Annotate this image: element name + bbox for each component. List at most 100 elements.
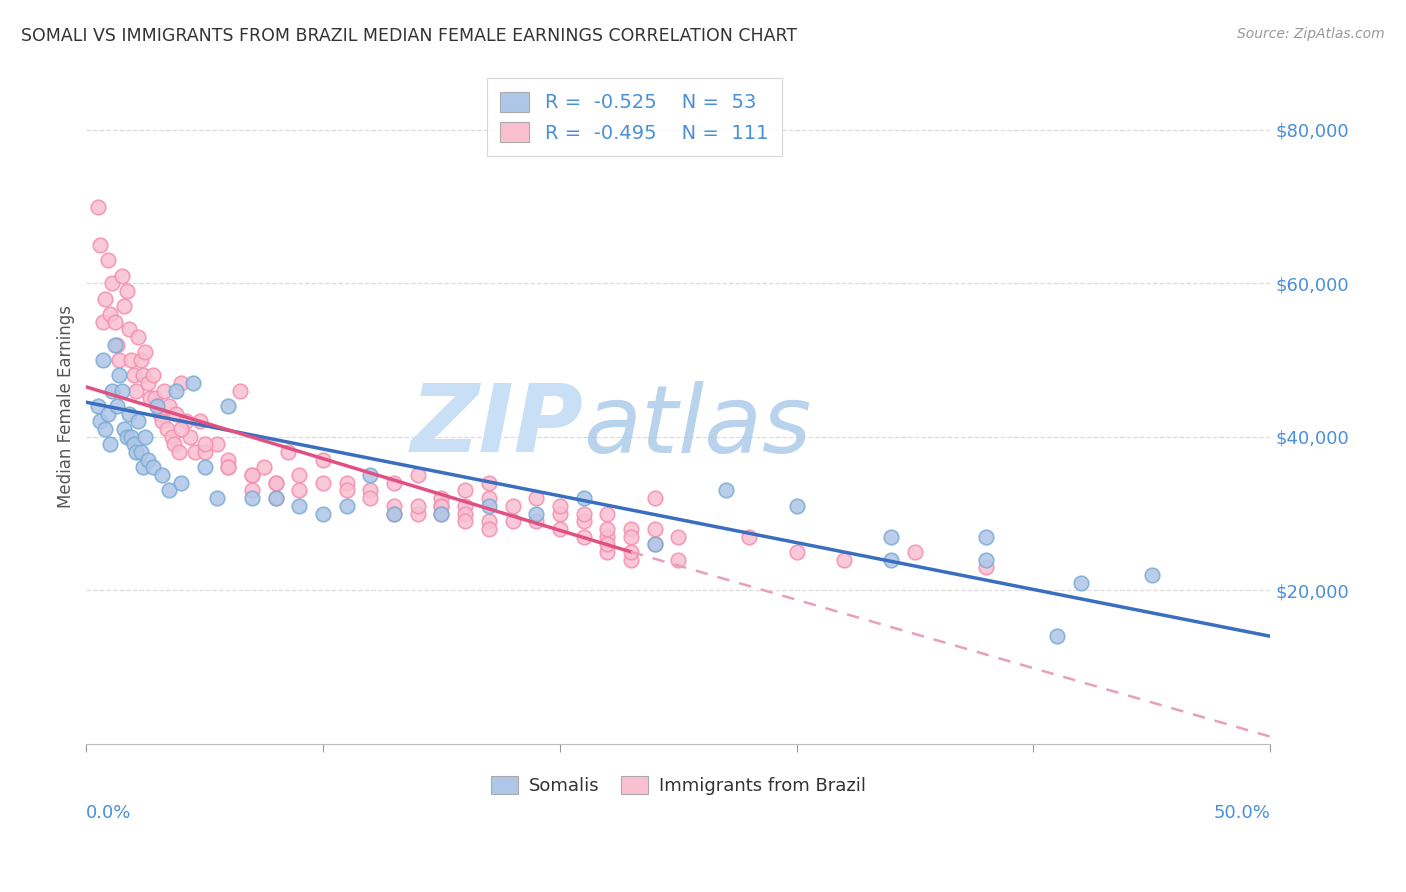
Point [129,353,152,368]
Point [118,407,141,421]
Point [111,268,134,283]
Point [142,460,165,475]
Point [644,491,666,505]
Point [666,529,689,543]
Point [382,507,405,521]
Point [139,392,162,406]
Point [596,537,619,551]
Point [288,499,311,513]
Point [98,437,121,451]
Point [359,468,381,483]
Point [165,384,187,398]
Point [644,522,666,536]
Legend: Somalis, Immigrants from Brazil: Somalis, Immigrants from Brazil [484,768,873,802]
Point [120,430,142,444]
Point [312,475,335,490]
Point [336,483,359,498]
Point [336,475,359,490]
Text: 0.0%: 0.0% [86,805,132,822]
Point [217,452,239,467]
Point [94,422,117,436]
Point [170,422,193,436]
Point [165,407,187,421]
Point [430,499,453,513]
Point [108,353,131,368]
Point [108,368,131,383]
Point [156,422,179,436]
Point [786,545,808,559]
Point [174,414,197,428]
Point [288,483,311,498]
Point [97,253,120,268]
Point [382,499,405,513]
Point [98,307,121,321]
Point [122,368,145,383]
Point [205,491,228,505]
Point [596,545,619,559]
Point [406,507,429,521]
Point [188,414,211,428]
Point [738,529,761,543]
Point [832,552,855,566]
Point [548,499,571,513]
Point [620,522,643,536]
Point [406,468,429,483]
Point [157,399,180,413]
Point [149,407,172,421]
Point [502,514,524,528]
Point [170,475,193,490]
Point [264,491,287,505]
Point [127,414,149,428]
Point [229,384,252,398]
Point [91,353,114,368]
Point [406,499,429,513]
Point [153,384,176,398]
Point [714,483,737,498]
Point [288,468,311,483]
Point [89,238,111,252]
Point [132,460,155,475]
Point [101,277,124,291]
Point [157,483,180,498]
Point [312,452,335,467]
Point [596,529,619,543]
Point [253,460,276,475]
Point [184,445,207,459]
Point [122,437,145,451]
Point [524,507,547,521]
Point [142,368,165,383]
Point [112,299,135,313]
Point [904,545,927,559]
Point [240,483,263,498]
Point [87,399,110,413]
Point [111,384,134,398]
Point [359,491,381,505]
Point [91,315,114,329]
Point [115,430,138,444]
Point [596,522,619,536]
Point [644,537,666,551]
Point [194,445,217,459]
Point [666,552,689,566]
Point [132,368,155,383]
Point [240,468,263,483]
Point [880,552,903,566]
Point [89,414,111,428]
Point [97,407,120,421]
Text: 50.0%: 50.0% [1213,805,1270,822]
Point [620,545,643,559]
Point [548,507,571,521]
Point [101,384,124,398]
Point [94,292,117,306]
Point [112,422,135,436]
Point [312,507,335,521]
Point [170,376,193,390]
Point [974,552,997,566]
Point [115,284,138,298]
Point [430,491,453,505]
Point [125,384,148,398]
Point [359,483,381,498]
Point [1140,567,1163,582]
Point [454,514,477,528]
Point [1070,575,1092,590]
